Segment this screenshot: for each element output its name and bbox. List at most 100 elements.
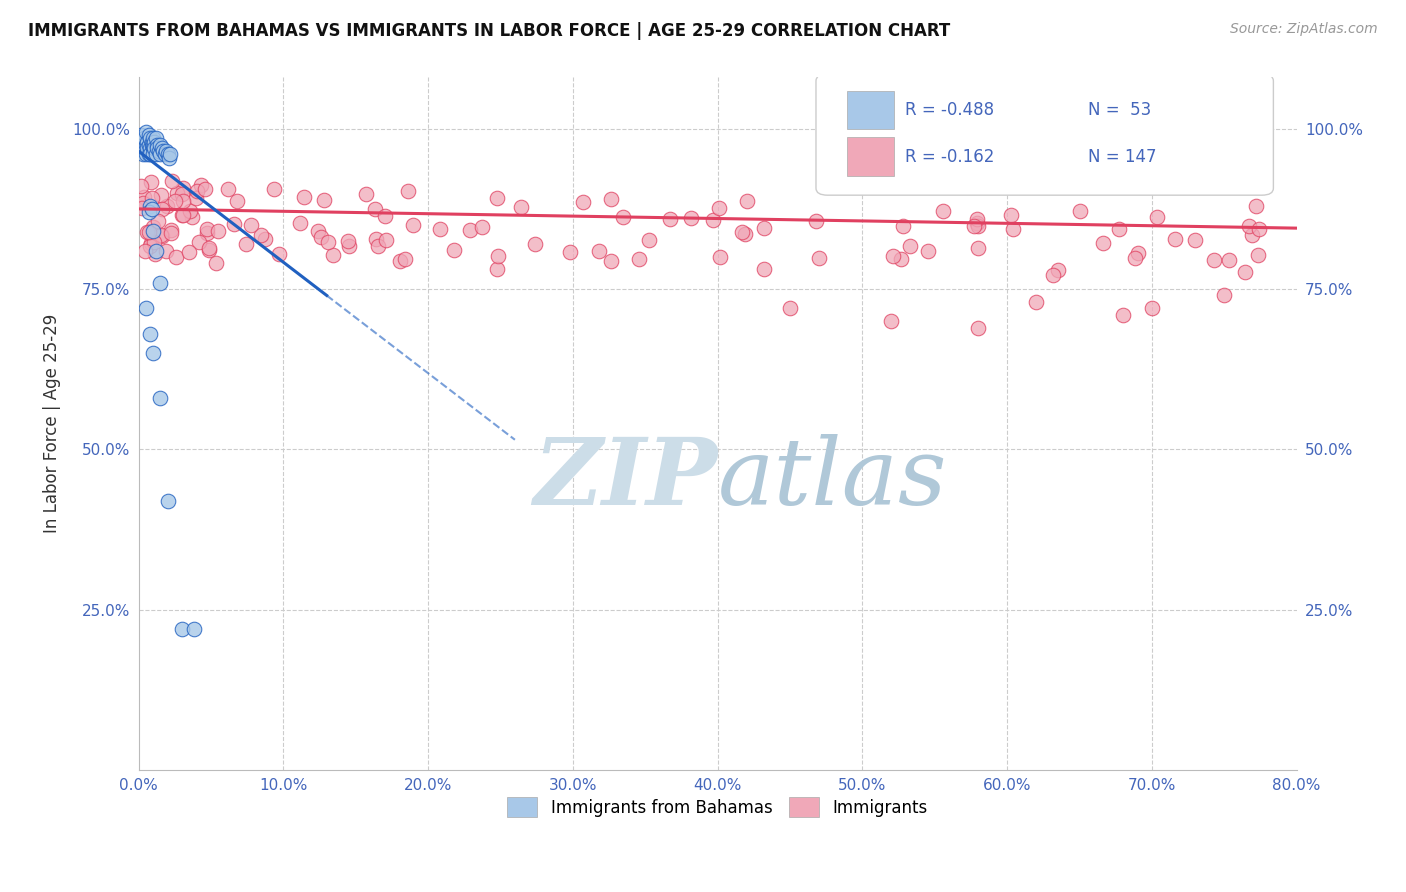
Point xyxy=(134,131,156,145)
Point xyxy=(752,220,775,235)
Point xyxy=(523,236,546,251)
Point xyxy=(658,212,681,227)
Point xyxy=(510,200,533,214)
Point xyxy=(145,147,167,161)
Point xyxy=(141,135,163,149)
Point xyxy=(217,181,239,195)
Point xyxy=(142,131,165,145)
Point xyxy=(143,135,166,149)
Point xyxy=(139,141,162,155)
Point xyxy=(136,225,159,239)
Point xyxy=(149,188,172,202)
Text: N = 147: N = 147 xyxy=(1088,148,1157,166)
Point xyxy=(486,249,509,263)
Point xyxy=(134,190,156,204)
Point xyxy=(152,144,174,158)
Point xyxy=(160,226,183,240)
Point xyxy=(1247,248,1270,262)
Point xyxy=(132,137,155,152)
Point xyxy=(153,147,176,161)
Point xyxy=(197,226,219,240)
Point xyxy=(429,222,451,236)
Point xyxy=(198,243,221,257)
Point xyxy=(1126,246,1149,260)
Text: R = -0.162: R = -0.162 xyxy=(905,148,994,166)
Point xyxy=(134,141,156,155)
Point xyxy=(1213,288,1236,302)
Point xyxy=(145,131,167,145)
Point xyxy=(734,227,756,241)
Point xyxy=(142,224,165,238)
Point xyxy=(131,179,153,194)
Point xyxy=(142,141,165,155)
Point xyxy=(375,233,398,247)
Point xyxy=(354,187,377,202)
Point xyxy=(132,195,155,210)
Point xyxy=(1244,199,1267,213)
Point xyxy=(170,187,193,202)
Point xyxy=(207,224,229,238)
Text: atlas: atlas xyxy=(717,434,948,524)
Point xyxy=(322,248,344,262)
Point xyxy=(1204,252,1226,267)
Point xyxy=(1241,228,1264,243)
Point xyxy=(932,203,955,218)
Text: IMMIGRANTS FROM BAHAMAS VS IMMIGRANTS IN LABOR FORCE | AGE 25-29 CORRELATION CHA: IMMIGRANTS FROM BAHAMAS VS IMMIGRANTS IN… xyxy=(28,22,950,40)
Point xyxy=(967,320,990,334)
Point xyxy=(240,218,263,232)
Text: N =  53: N = 53 xyxy=(1088,101,1152,119)
Point xyxy=(311,230,333,244)
Point xyxy=(193,182,215,196)
Point xyxy=(374,210,396,224)
Point xyxy=(898,239,921,253)
Point xyxy=(254,231,277,245)
Point xyxy=(165,194,187,208)
Point xyxy=(588,244,610,259)
Point xyxy=(132,147,155,161)
Point xyxy=(224,217,246,231)
Point xyxy=(172,208,194,222)
FancyBboxPatch shape xyxy=(848,137,894,176)
Point xyxy=(172,208,194,222)
Point xyxy=(149,391,172,405)
Point xyxy=(143,141,166,155)
Point xyxy=(135,125,157,139)
Point xyxy=(966,216,988,230)
Point xyxy=(143,246,166,260)
Point xyxy=(159,147,181,161)
Point xyxy=(139,131,162,145)
Point xyxy=(396,184,419,198)
Point xyxy=(138,137,160,152)
Point xyxy=(1164,232,1187,246)
Point xyxy=(471,220,494,235)
Point xyxy=(367,239,389,253)
Point xyxy=(292,190,315,204)
Point xyxy=(882,249,904,263)
Point xyxy=(156,493,179,508)
Point xyxy=(188,235,211,249)
Point xyxy=(129,135,152,149)
Point xyxy=(1002,222,1025,236)
Point xyxy=(149,137,172,152)
Point xyxy=(364,202,387,217)
Point xyxy=(402,218,425,232)
Point xyxy=(731,226,754,240)
Point xyxy=(263,182,285,196)
Point xyxy=(966,211,988,226)
Point xyxy=(138,147,160,161)
Point xyxy=(235,237,257,252)
Point xyxy=(967,219,990,233)
Point xyxy=(186,184,208,198)
Point xyxy=(142,225,165,239)
Point xyxy=(1218,253,1240,268)
Point xyxy=(139,147,162,161)
Point xyxy=(141,202,163,216)
Point xyxy=(138,205,160,219)
Point xyxy=(138,128,160,143)
Point xyxy=(131,141,153,155)
Point xyxy=(316,235,339,249)
Point xyxy=(139,175,162,189)
Point xyxy=(166,186,188,201)
Point xyxy=(709,251,731,265)
Point xyxy=(1000,208,1022,222)
